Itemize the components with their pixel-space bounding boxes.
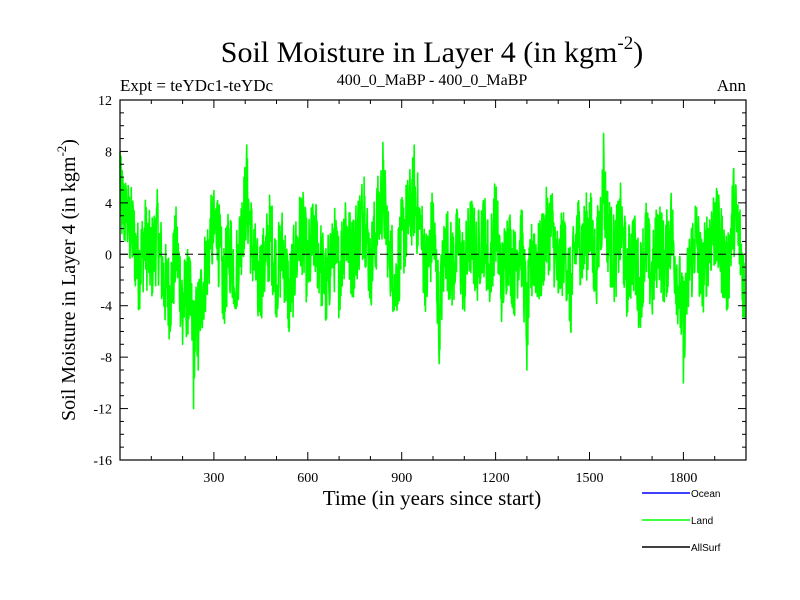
y-tick-label: -8 — [100, 351, 112, 366]
x-tick-label: 1800 — [669, 471, 697, 486]
legend-label-ocean: Ocean — [691, 489, 720, 500]
x-tick-label: 1500 — [576, 471, 604, 486]
x-tick-label: 300 — [203, 471, 224, 486]
chart-title-close: ) — [633, 36, 643, 69]
tick-layer: -16 -12 -8 -4 0 4 8 12 300 600 900 1200 1500 1800 — [93, 94, 746, 486]
subtitle-experiment: Expt = teYDc1-teYDc — [120, 76, 274, 95]
x-axis-label: Time (in years since start) — [323, 486, 542, 510]
x-tick-label: 600 — [297, 471, 318, 486]
y-axis-label: Soil Moisture in Layer 4 (in kgm-2) — [54, 139, 80, 421]
y-tick-label: 8 — [105, 145, 112, 160]
legend-label-allsurf: AllSurf — [691, 543, 721, 554]
x-tick-label: 900 — [391, 471, 412, 486]
legend: Ocean Land AllSurf — [642, 489, 721, 554]
chart-title-sup: -2 — [617, 33, 633, 54]
legend-label-land: Land — [691, 516, 713, 527]
y-tick-label: 12 — [98, 94, 112, 109]
subtitle-period: 400_0_MaBP - 400_0_MaBP — [337, 72, 528, 89]
y-axis-label-main: Soil Moisture in Layer 4 (in kgm — [58, 156, 80, 421]
subtitle-season: Ann — [717, 76, 747, 95]
series-line-land — [119, 132, 746, 410]
plot-area: -16 -12 -8 -4 0 4 8 12 300 600 900 1200 1500 1800 — [93, 94, 747, 486]
x-tick-label: 1200 — [482, 471, 510, 486]
y-tick-label: -12 — [93, 403, 112, 418]
y-axis-label-sup: -2 — [54, 146, 69, 157]
chart-title-main: Soil Moisture in Layer 4 (in kgm — [221, 36, 618, 69]
chart-title: Soil Moisture in Layer 4 (in kgm-2) — [221, 33, 643, 69]
y-tick-label: -4 — [100, 300, 112, 315]
y-axis-label-close: ) — [58, 139, 80, 146]
y-tick-label: 0 — [105, 248, 112, 263]
y-tick-label: -16 — [93, 454, 112, 469]
y-tick-label: 4 — [105, 197, 112, 212]
series-layer — [119, 132, 746, 410]
